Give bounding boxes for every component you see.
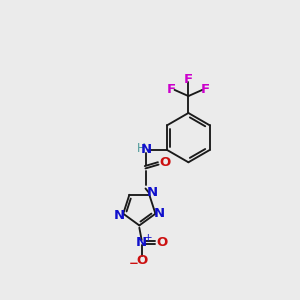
Text: F: F (201, 83, 210, 96)
Text: N: N (147, 186, 158, 199)
Text: N: N (141, 143, 152, 157)
Text: N: N (154, 207, 165, 220)
Text: +: + (143, 233, 152, 243)
Text: O: O (136, 254, 147, 267)
Text: H: H (136, 142, 145, 155)
Text: F: F (167, 83, 176, 96)
Text: O: O (156, 236, 167, 249)
Text: O: O (159, 156, 170, 169)
Text: −: − (129, 257, 139, 270)
Text: N: N (136, 236, 147, 249)
Text: N: N (114, 209, 125, 222)
Text: F: F (184, 73, 193, 85)
